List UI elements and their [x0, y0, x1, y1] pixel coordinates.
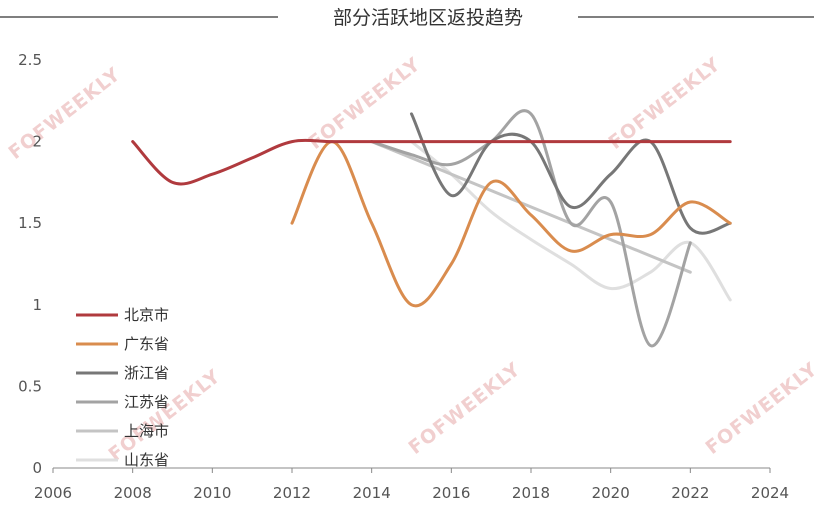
series-layer	[131, 109, 732, 348]
y-tick-label: 0	[32, 459, 42, 477]
watermark: FOFWEEKLY	[405, 358, 525, 459]
x-tick-label: 2018	[512, 484, 550, 502]
x-tick-label: 2020	[592, 484, 630, 502]
legend-label: 广东省	[124, 335, 169, 353]
watermark: FOFWEEKLY	[605, 53, 725, 154]
series-line	[410, 140, 732, 302]
y-tick-label: 0.5	[18, 377, 42, 395]
series-line	[370, 109, 692, 348]
x-tick-label: 2010	[193, 484, 231, 502]
x-tick-label: 2006	[34, 484, 72, 502]
legend-label: 北京市	[124, 306, 169, 324]
legend-label: 山东省	[124, 451, 169, 469]
legend-label: 江苏省	[124, 393, 169, 411]
y-tick-label: 1.5	[18, 214, 42, 232]
y-tick-label: 2.5	[18, 51, 42, 69]
series-line	[410, 112, 732, 235]
legend-label: 上海市	[124, 422, 169, 440]
series-line	[131, 138, 732, 186]
series-line	[290, 140, 732, 308]
watermark: FOFWEEKLY	[702, 358, 814, 459]
x-tick-label: 2022	[671, 484, 709, 502]
x-tick-label: 2016	[432, 484, 470, 502]
y-tick-label: 1	[32, 296, 42, 314]
x-tick-label: 2008	[114, 484, 152, 502]
watermark: FOFWEEKLY	[305, 53, 425, 154]
y-tick-label: 2	[32, 133, 42, 151]
x-tick-label: 2012	[273, 484, 311, 502]
series-line	[370, 140, 692, 274]
x-tick-label: 2014	[353, 484, 391, 502]
x-tick-label: 2024	[751, 484, 789, 502]
chart-title: 部分活跃地区返投趋势	[333, 7, 523, 29]
legend-label: 浙江省	[124, 364, 169, 382]
watermark: FOFWEEKLY	[5, 63, 125, 164]
axes: 2006 2008 2010 2012 2014 2016 2018 2020 2022 2024…	[18, 51, 789, 502]
